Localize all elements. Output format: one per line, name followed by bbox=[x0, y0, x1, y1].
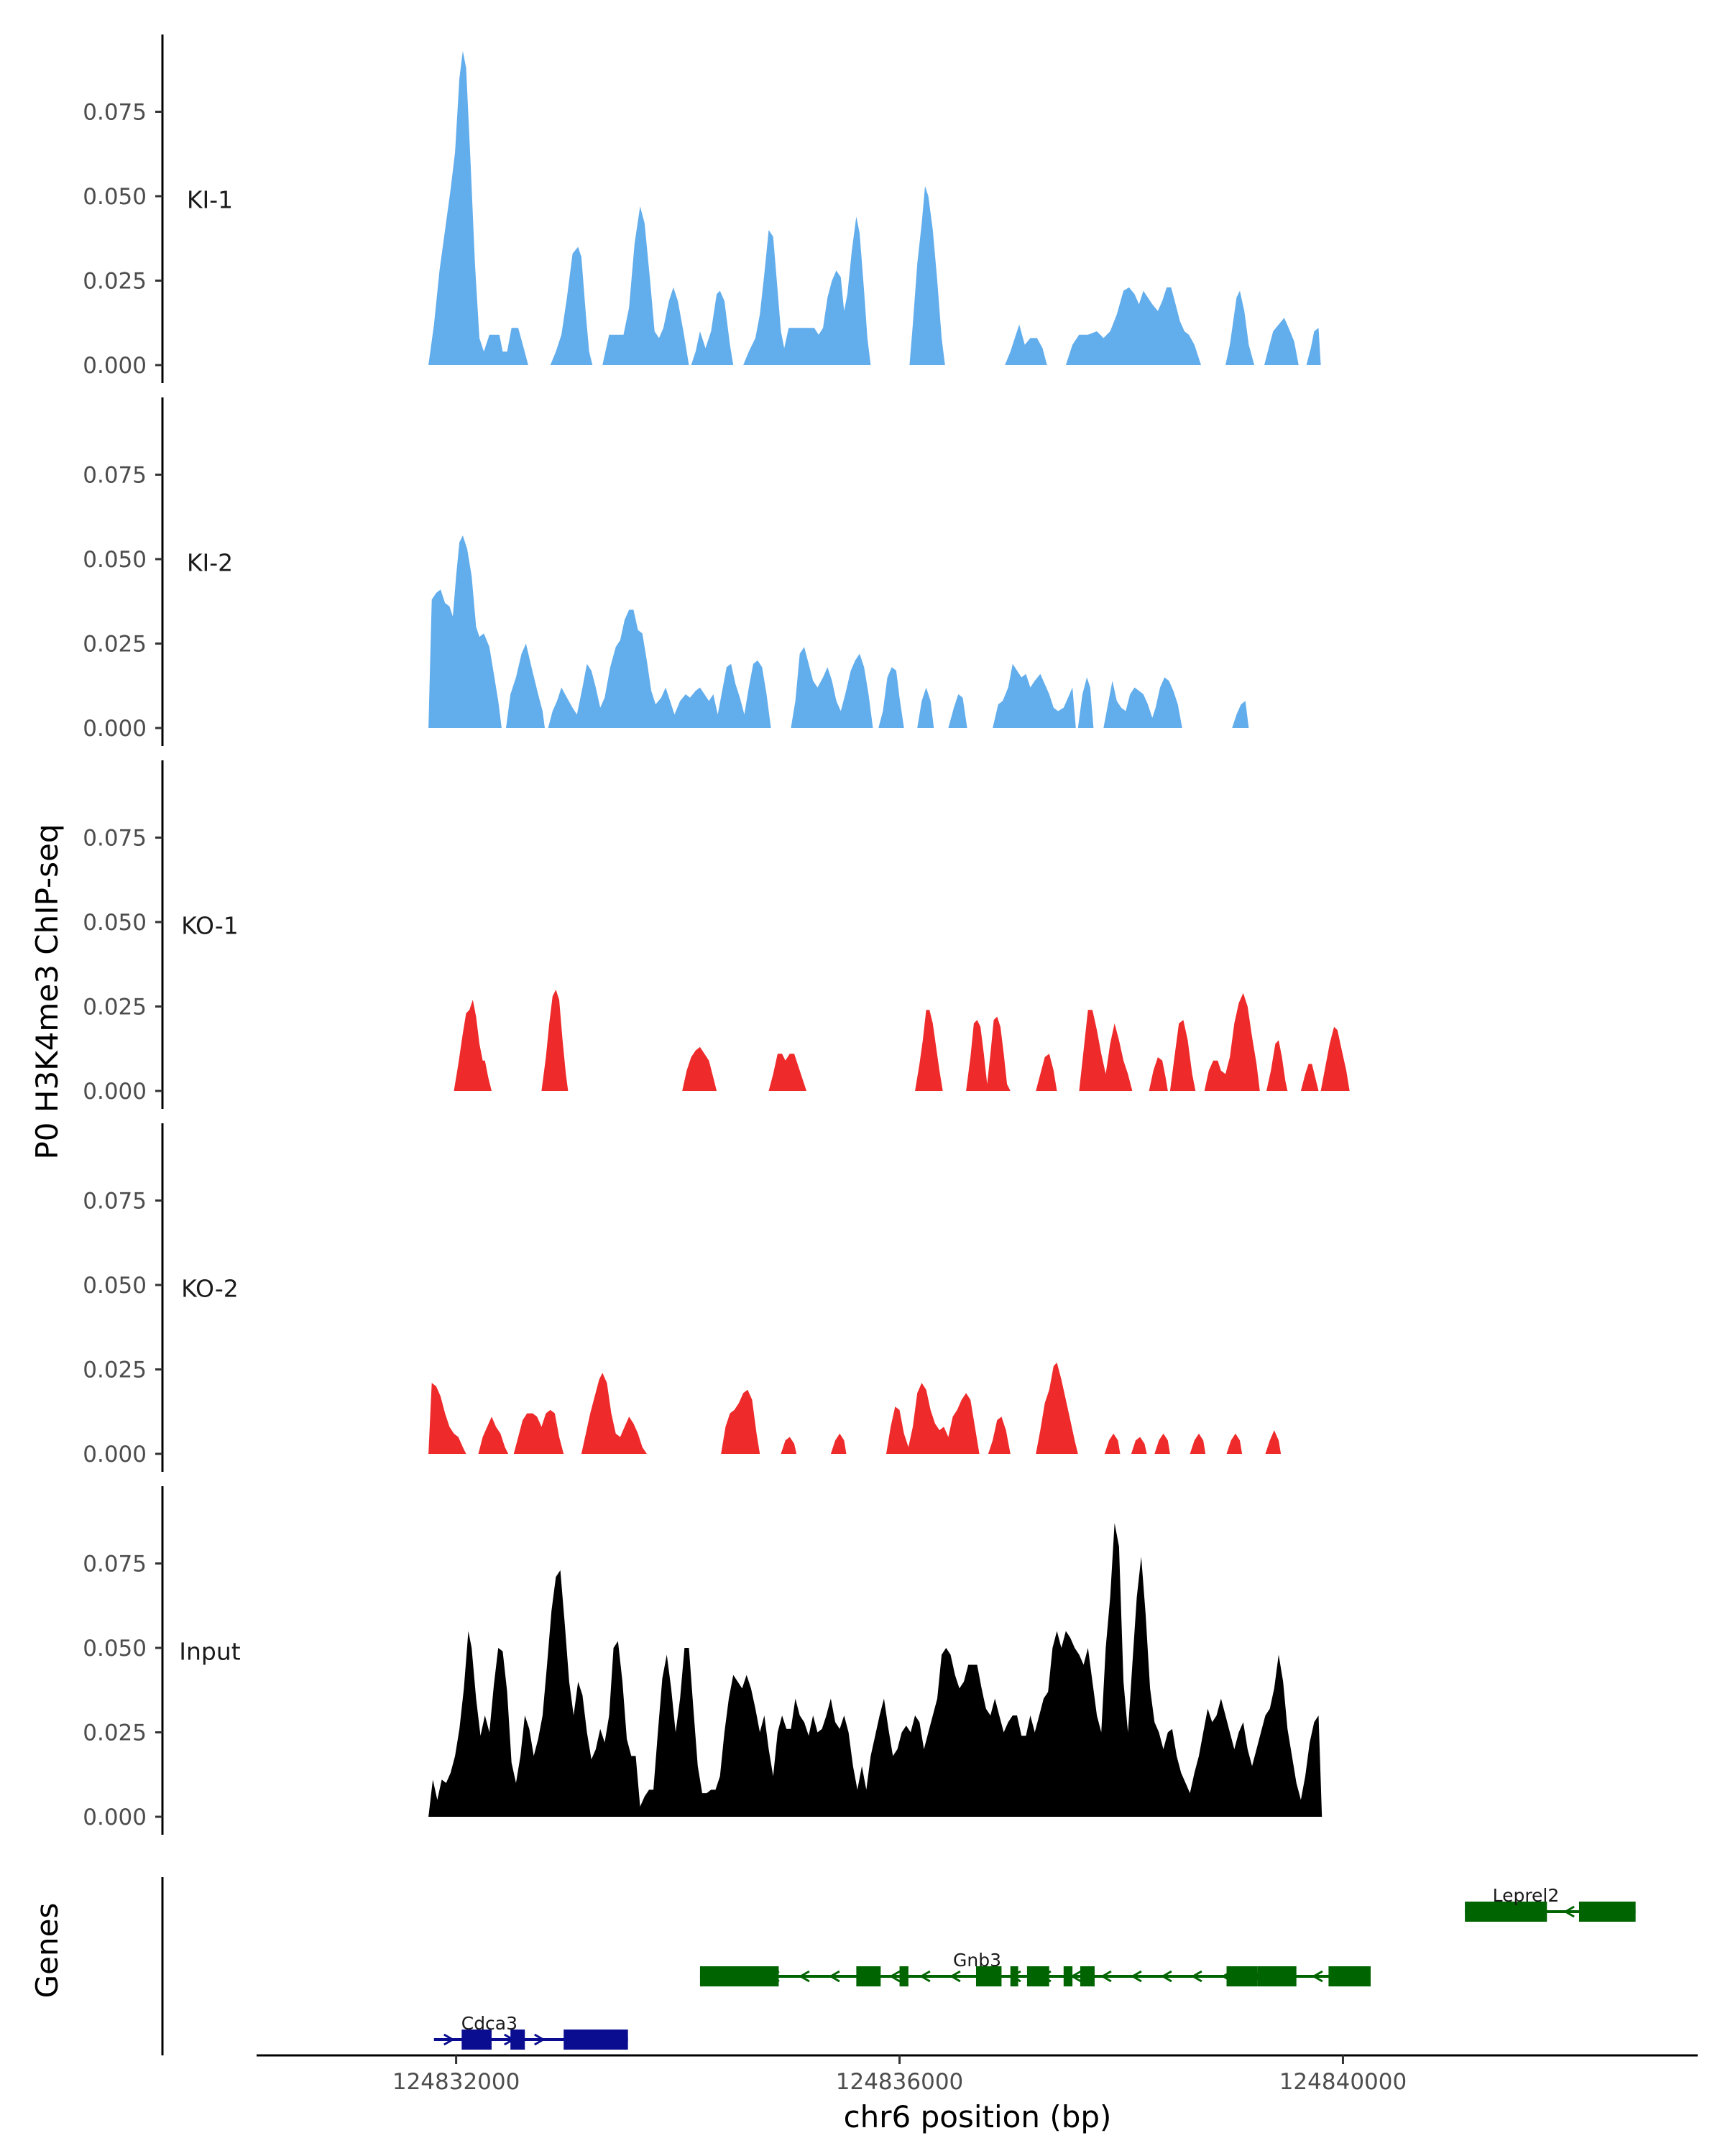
track-label: KI-2 bbox=[187, 549, 233, 577]
coverage-area bbox=[428, 535, 1249, 728]
strand-arrow bbox=[1563, 1905, 1575, 1918]
y-axis-title: P0 H3K4me3 ChIP-seq bbox=[29, 824, 65, 1159]
y-tick-label: 0.025 bbox=[83, 1720, 147, 1746]
coverage-area bbox=[428, 50, 1321, 366]
y-tick-label: 0.075 bbox=[83, 1552, 147, 1577]
y-tick-label: 0.000 bbox=[83, 353, 147, 379]
gene-model: Cdca3 bbox=[433, 2013, 628, 2050]
track-label: KO-1 bbox=[181, 912, 239, 940]
gene-model: Leprel2 bbox=[1465, 1885, 1636, 1922]
coverage-area bbox=[454, 990, 1350, 1091]
gene-exon bbox=[1026, 1966, 1049, 1986]
y-tick-label: 0.075 bbox=[83, 1189, 147, 1215]
tracks-layer: 0.0000.0250.0500.075KI-10.0000.0250.0500… bbox=[83, 34, 1350, 1835]
track-panel: 0.000 0.025 0.050 0.075 Input bbox=[83, 1486, 1322, 1835]
strand-arrow bbox=[1130, 1970, 1142, 1983]
strand-arrow bbox=[534, 2033, 546, 2046]
track-panel: 0.000 0.025 0.050 0.075 KO-2 bbox=[83, 1123, 1282, 1472]
gene-label: Cdca3 bbox=[461, 2013, 518, 2034]
y-tick-label: 0.025 bbox=[83, 269, 147, 295]
track-label: Input bbox=[179, 1638, 241, 1666]
strand-arrow bbox=[1190, 1970, 1202, 1983]
x-tick-label: 124840000 bbox=[1279, 2069, 1407, 2095]
y-tick-label: 0.025 bbox=[83, 1358, 147, 1383]
y-tick-label: 0.025 bbox=[83, 995, 147, 1021]
gene-label: Gnb3 bbox=[953, 1950, 1001, 1971]
strand-arrow bbox=[798, 1970, 810, 1983]
track-panel: 0.000 0.025 0.050 0.075 KI-1 bbox=[83, 34, 1321, 383]
gene-exon bbox=[1063, 1966, 1073, 1986]
strand-arrow bbox=[888, 1970, 901, 1983]
y-tick-label: 0.000 bbox=[83, 1442, 147, 1468]
gene-exon bbox=[1226, 1966, 1258, 1986]
y-tick-label: 0.050 bbox=[83, 184, 147, 210]
coverage-area bbox=[428, 1523, 1322, 1817]
strand-arrow bbox=[443, 2033, 455, 2046]
y-tick-label: 0.050 bbox=[83, 547, 147, 573]
gene-exon bbox=[1328, 1966, 1371, 1986]
genes-axis-title: Genes bbox=[29, 1903, 65, 1999]
y-tick-label: 0.025 bbox=[83, 632, 147, 658]
genes-layer: Cdca3 Gnb3 Leprel2 bbox=[161, 1877, 1636, 2055]
strand-arrow bbox=[919, 1970, 931, 1983]
x-axis-ticks: 124832000 124836000 124840000 bbox=[392, 2055, 1407, 2095]
gene-exon bbox=[1578, 1902, 1636, 1922]
gene-exon bbox=[510, 2030, 525, 2050]
gene-model: Gnb3 bbox=[699, 1950, 1371, 1986]
gene-exon bbox=[1465, 1902, 1547, 1922]
strand-arrow bbox=[949, 1970, 961, 1983]
y-tick-label: 0.075 bbox=[83, 826, 147, 852]
strand-arrow bbox=[1100, 1970, 1112, 1983]
gene-exon bbox=[899, 1966, 908, 1986]
strand-arrow bbox=[828, 1970, 840, 1983]
track-panel: 0.000 0.025 0.050 0.075 KO-1 bbox=[83, 760, 1350, 1109]
strand-arrow bbox=[1311, 1970, 1323, 1983]
y-tick-label: 0.075 bbox=[83, 463, 147, 489]
strand-arrow bbox=[1160, 1970, 1172, 1983]
coverage-area bbox=[428, 1363, 1282, 1454]
track-panel: 0.000 0.025 0.050 0.075 KI-2 bbox=[83, 397, 1249, 746]
y-tick-label: 0.000 bbox=[83, 1805, 147, 1830]
gene-exon bbox=[1010, 1966, 1018, 1986]
gene-exon bbox=[1257, 1966, 1297, 1986]
x-tick-label: 124832000 bbox=[392, 2069, 520, 2095]
gene-exon bbox=[975, 1966, 1002, 1986]
gene-exon bbox=[1080, 1966, 1095, 1986]
gene-exon bbox=[461, 2030, 492, 2050]
x-axis-title: chr6 position (bp) bbox=[844, 2099, 1112, 2134]
y-tick-label: 0.000 bbox=[83, 716, 147, 742]
y-tick-label: 0.050 bbox=[83, 1636, 147, 1662]
track-label: KO-2 bbox=[181, 1275, 239, 1303]
y-tick-label: 0.000 bbox=[83, 1079, 147, 1105]
y-tick-label: 0.050 bbox=[83, 910, 147, 936]
y-tick-label: 0.050 bbox=[83, 1273, 147, 1299]
gene-exon bbox=[856, 1966, 881, 1986]
gene-exon bbox=[564, 2030, 628, 2050]
gene-label: Leprel2 bbox=[1493, 1885, 1560, 1906]
y-tick-label: 0.075 bbox=[83, 100, 147, 126]
x-tick-label: 124836000 bbox=[836, 2069, 964, 2095]
track-label: KI-1 bbox=[187, 186, 233, 214]
gene-exon bbox=[699, 1966, 779, 1986]
